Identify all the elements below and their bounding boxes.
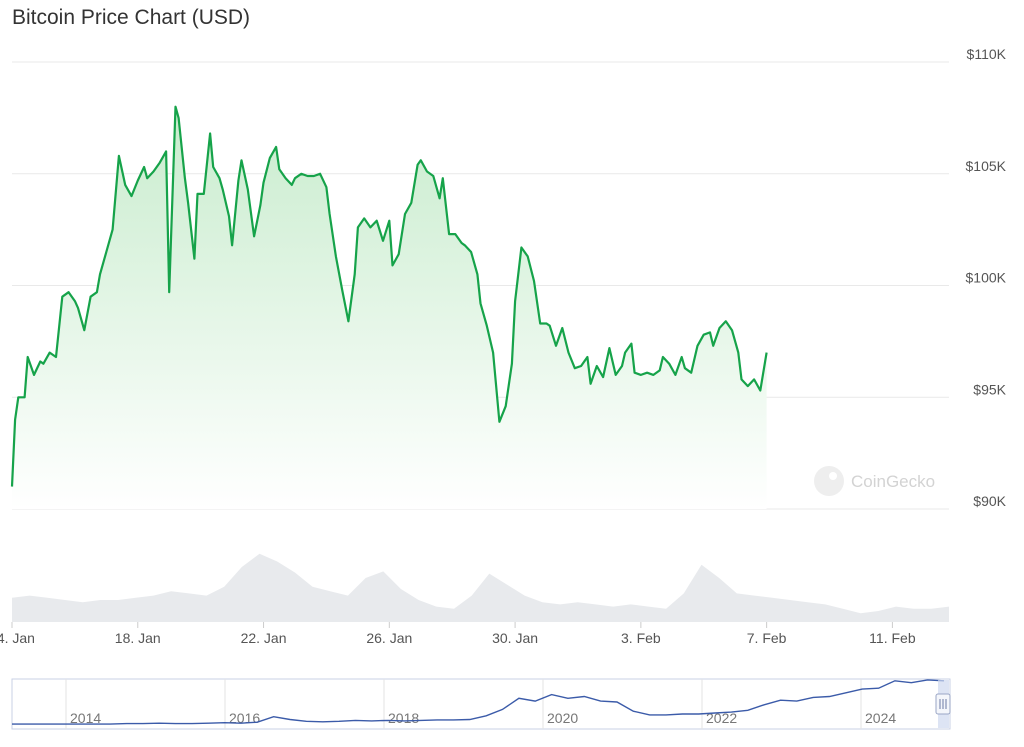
navigator-year-label: 2020 (547, 710, 578, 726)
x-tick-label: 11. Feb (869, 630, 916, 646)
x-axis: 14. Jan 18. Jan 22. Jan 26. Jan 30. Jan 3. Fe… (0, 622, 916, 646)
chart-title: Bitcoin Price Chart (USD) (12, 6, 251, 29)
x-tick-label: 18. Jan (115, 630, 161, 646)
coingecko-logo-icon (814, 466, 844, 496)
price-line[interactable] (10, 105, 768, 487)
navigator-series (12, 679, 945, 725)
x-tick-label: 3. Feb (621, 630, 661, 646)
x-tick-label: 7. Feb (747, 630, 787, 646)
navigator-frame (11, 678, 951, 730)
y-tick-label: $90K (973, 493, 1006, 509)
coingecko-watermark: CoinGecko (814, 466, 935, 496)
navigator-year-label: 2014 (70, 710, 101, 726)
x-tick-label: 14. Jan (0, 630, 35, 646)
range-navigator[interactable]: 2014 2016 2018 2020 2022 2024 (11, 678, 951, 730)
volume-area (12, 553, 949, 622)
coingecko-eye-icon (829, 472, 837, 480)
x-tick-label: 30. Jan (492, 630, 538, 646)
y-tick-label: $110K (967, 46, 1007, 62)
x-tick-label: 26. Jan (366, 630, 412, 646)
watermark-text: CoinGecko (851, 472, 935, 491)
navigator-year-label: 2022 (706, 710, 737, 726)
navigator-year-label: 2024 (865, 710, 896, 726)
y-tick-label: $95K (973, 381, 1006, 397)
price-area (12, 106, 767, 509)
y-tick-label: $100K (966, 270, 1007, 286)
x-tick-label: 22. Jan (241, 630, 287, 646)
y-tick-label: $105K (966, 158, 1007, 174)
volume-band (12, 553, 949, 622)
y-axis: $110K $105K $100K $95K $90K (966, 46, 1007, 509)
price-series[interactable] (10, 105, 768, 509)
navigator-year-label: 2018 (388, 710, 419, 726)
